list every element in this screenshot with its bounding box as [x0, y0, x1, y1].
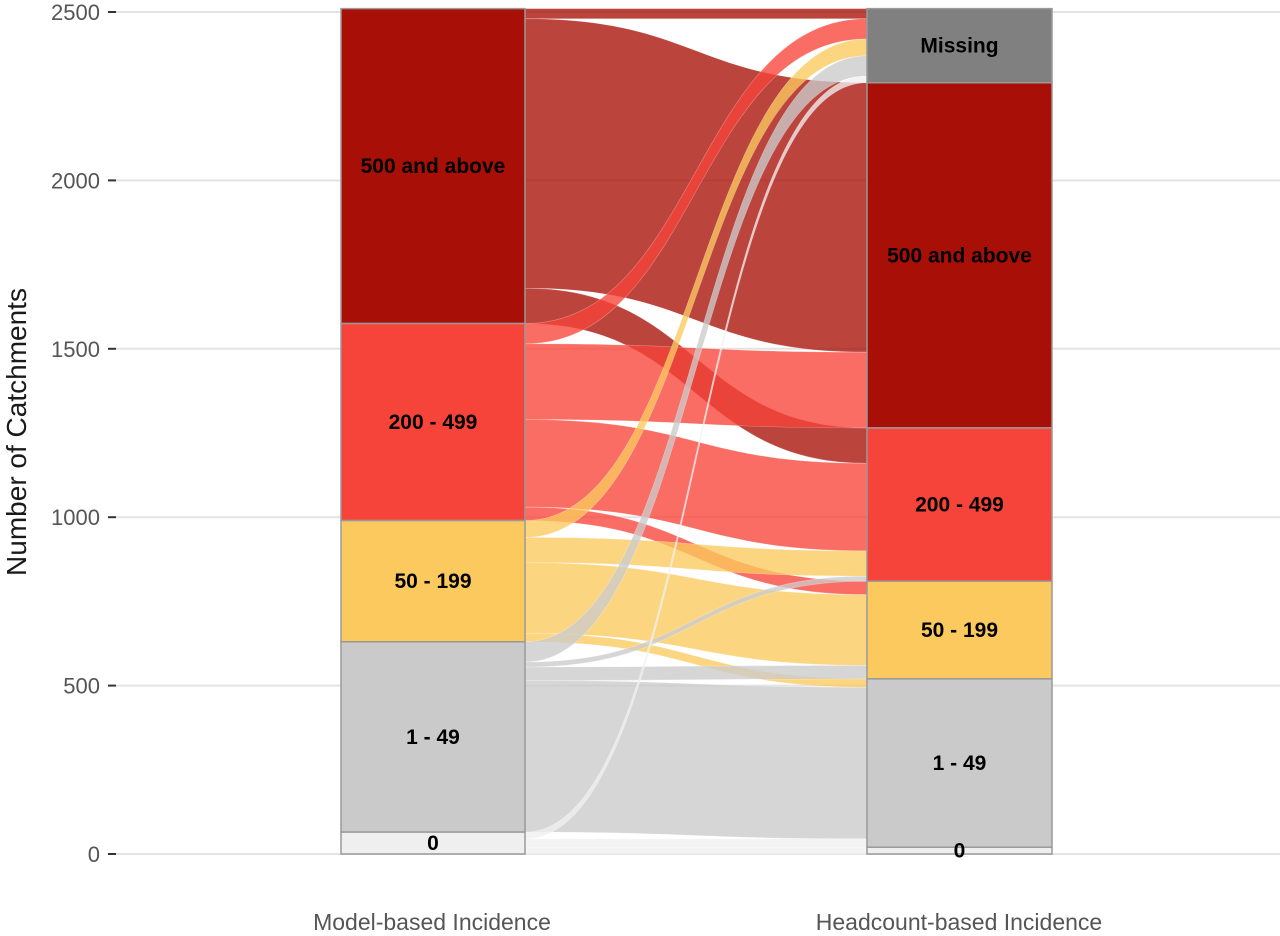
stratum-model-50-199 [340, 519, 526, 643]
stratum-label: Missing [920, 35, 998, 58]
stratum-label: 200 - 499 [389, 411, 478, 434]
x-axis-label-headcount-based: Headcount-based Incidence [816, 909, 1102, 935]
stratum-label: 1 - 49 [406, 726, 460, 749]
stratum-headcount-500-and-above [866, 81, 1053, 429]
flow-500-and-above-to-missing [524, 8, 868, 20]
flow-0-to-1-49 [524, 838, 868, 848]
stratum-label: 0 [954, 840, 966, 863]
stratum-model-500-and-above [340, 7, 526, 325]
flow-ribbons [524, 8, 868, 855]
stratum-labels: 500 and above 200 - 499 50 - 199 1 - 49 0 Mis… [361, 35, 1032, 863]
strata-bars [340, 7, 1053, 855]
stratum-label: 500 and above [887, 244, 1032, 267]
stratum-headcount-missing [866, 7, 1053, 84]
stratum-label: 500 and above [361, 155, 506, 178]
stratum-model-200-499 [340, 322, 526, 522]
stratum-model-0 [340, 831, 526, 855]
stratum-label: 50 - 199 [921, 619, 998, 642]
y-tick-label: 500 [63, 674, 100, 699]
y-tick-label: 1500 [51, 337, 100, 362]
flow-50-199-to-50-199 [524, 562, 868, 666]
stratum-headcount-1-49 [866, 678, 1053, 849]
stratum-label: 1 - 49 [933, 752, 987, 775]
stratum-label: 200 - 499 [915, 494, 1004, 517]
flow-1-49-to-1-49 [524, 680, 868, 840]
stratum-headcount-200-499 [866, 427, 1053, 582]
x-axis-label-model-based: Model-based Incidence [313, 909, 551, 935]
y-tick-label: 2000 [51, 168, 100, 193]
y-axis-title: Number of Catchments [1, 288, 32, 576]
flow-1-49-to-50-199 [524, 665, 868, 681]
flow-0-to-0 [524, 846, 868, 855]
y-tick-label: 2500 [51, 0, 100, 25]
stratum-label: 50 - 199 [394, 570, 471, 593]
stratum-label: 0 [427, 832, 439, 855]
y-tick-label: 0 [88, 842, 100, 867]
y-tick-label: 1000 [51, 505, 100, 530]
y-axis: 0 500 1000 1500 2000 2500 [51, 0, 116, 867]
stratum-model-1-49 [340, 641, 526, 833]
stratum-headcount-0 [866, 846, 1053, 855]
